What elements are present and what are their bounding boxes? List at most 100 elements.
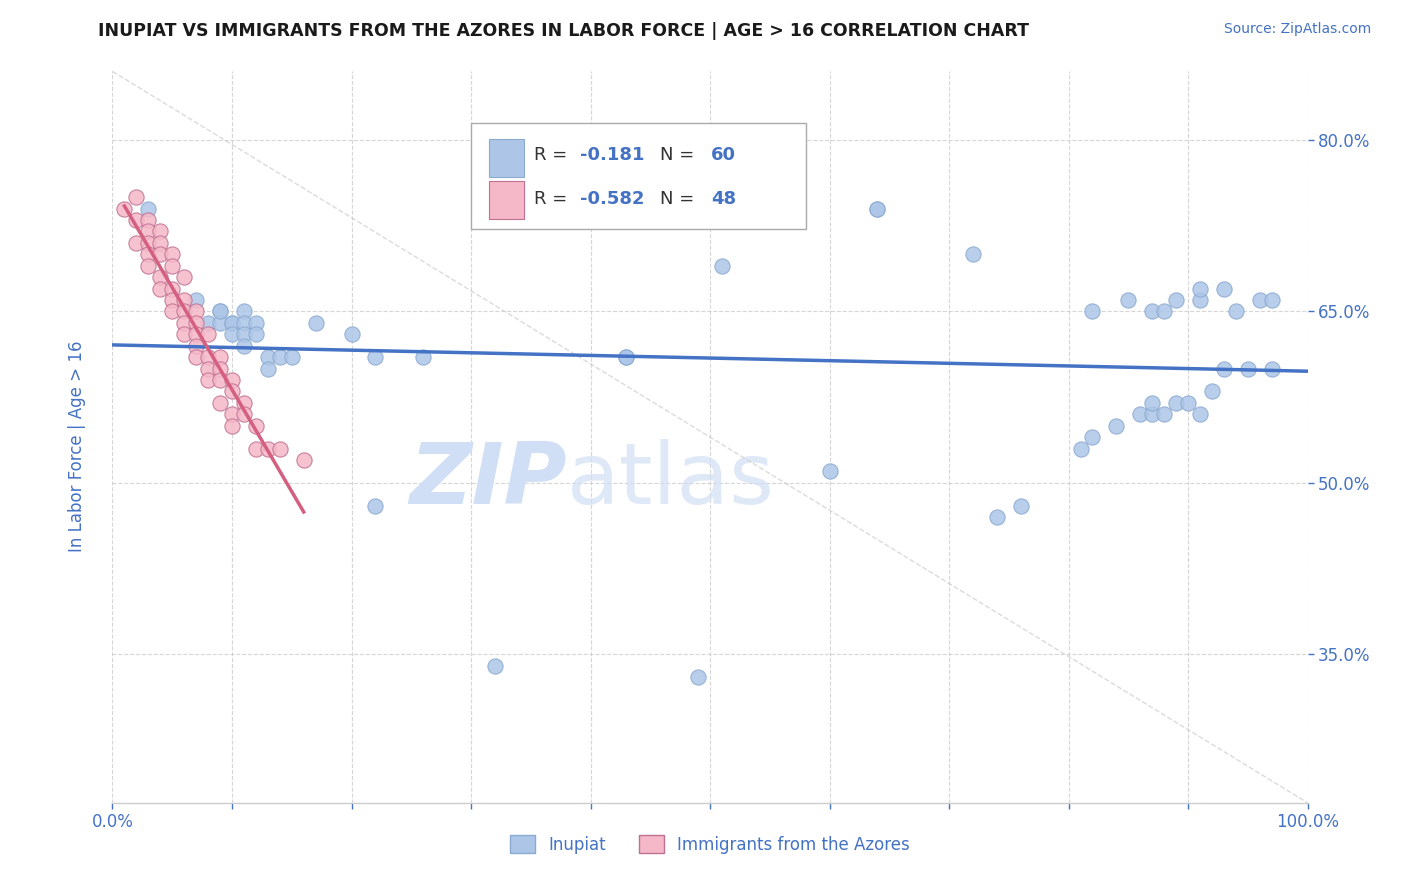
Point bbox=[186, 339, 208, 353]
Point bbox=[1237, 361, 1260, 376]
Point bbox=[257, 361, 280, 376]
Point bbox=[149, 270, 172, 285]
Point bbox=[197, 361, 219, 376]
Point bbox=[221, 418, 243, 433]
Text: N =: N = bbox=[659, 190, 700, 209]
Point bbox=[149, 224, 172, 238]
Point bbox=[1070, 442, 1092, 456]
Point bbox=[173, 327, 195, 342]
Point bbox=[233, 396, 256, 410]
Point bbox=[125, 213, 148, 227]
Point bbox=[221, 316, 243, 330]
Point bbox=[1261, 361, 1284, 376]
Point bbox=[125, 190, 148, 204]
Point bbox=[1081, 304, 1104, 318]
Point bbox=[1142, 304, 1164, 318]
Point bbox=[209, 373, 232, 387]
Point bbox=[114, 202, 135, 216]
Point bbox=[209, 304, 232, 318]
Point bbox=[186, 316, 208, 330]
Point bbox=[173, 293, 195, 307]
Text: ZIP: ZIP bbox=[409, 440, 567, 523]
Point bbox=[173, 304, 195, 318]
Point bbox=[1081, 430, 1104, 444]
Point bbox=[1261, 293, 1284, 307]
Text: Source: ZipAtlas.com: Source: ZipAtlas.com bbox=[1223, 22, 1371, 37]
Point bbox=[138, 202, 160, 216]
FancyBboxPatch shape bbox=[489, 181, 523, 219]
Point bbox=[340, 327, 363, 342]
Point bbox=[269, 442, 291, 456]
Point bbox=[1189, 293, 1212, 307]
Point bbox=[1177, 396, 1199, 410]
Point bbox=[1010, 499, 1032, 513]
Point bbox=[245, 327, 267, 342]
Point bbox=[1213, 361, 1236, 376]
Point bbox=[364, 499, 387, 513]
Point bbox=[245, 418, 267, 433]
Point bbox=[197, 316, 219, 330]
Text: -0.181: -0.181 bbox=[579, 146, 644, 164]
Point bbox=[233, 407, 256, 421]
Point bbox=[138, 213, 160, 227]
Text: atlas: atlas bbox=[567, 440, 775, 523]
Text: In Labor Force | Age > 16: In Labor Force | Age > 16 bbox=[69, 340, 86, 552]
Point bbox=[1153, 304, 1175, 318]
Legend: Inupiat, Immigrants from the Azores: Inupiat, Immigrants from the Azores bbox=[503, 829, 917, 860]
Point bbox=[305, 316, 328, 330]
Point bbox=[209, 304, 232, 318]
Point bbox=[138, 247, 160, 261]
Point bbox=[818, 464, 841, 478]
Point bbox=[1129, 407, 1152, 421]
Text: R =: R = bbox=[534, 190, 574, 209]
Point bbox=[149, 281, 172, 295]
Point bbox=[1153, 407, 1175, 421]
Point bbox=[221, 373, 243, 387]
Point bbox=[245, 442, 267, 456]
Text: N =: N = bbox=[659, 146, 700, 164]
Point bbox=[257, 442, 280, 456]
Point bbox=[233, 327, 256, 342]
Point bbox=[162, 281, 183, 295]
Point bbox=[209, 396, 232, 410]
Text: -0.582: -0.582 bbox=[579, 190, 644, 209]
Point bbox=[138, 224, 160, 238]
Point bbox=[257, 350, 280, 364]
Point bbox=[173, 316, 195, 330]
Point bbox=[1142, 396, 1164, 410]
Point bbox=[1118, 293, 1140, 307]
Point bbox=[1166, 396, 1188, 410]
Text: R =: R = bbox=[534, 146, 574, 164]
Point bbox=[616, 350, 638, 364]
Point bbox=[221, 384, 243, 399]
Point bbox=[986, 510, 1008, 524]
Point bbox=[162, 293, 183, 307]
Point bbox=[197, 373, 219, 387]
Point bbox=[616, 350, 638, 364]
Point bbox=[186, 304, 208, 318]
Point bbox=[197, 327, 219, 342]
Text: 48: 48 bbox=[711, 190, 737, 209]
Point bbox=[221, 316, 243, 330]
Point bbox=[245, 316, 267, 330]
Point bbox=[209, 361, 232, 376]
Point bbox=[1225, 304, 1247, 318]
Point bbox=[1213, 281, 1236, 295]
Point bbox=[688, 670, 710, 684]
Point bbox=[412, 350, 434, 364]
Point bbox=[1189, 281, 1212, 295]
Point bbox=[149, 247, 172, 261]
Point bbox=[711, 259, 734, 273]
Point bbox=[186, 350, 208, 364]
Point bbox=[233, 339, 256, 353]
Point bbox=[364, 350, 387, 364]
Point bbox=[138, 259, 160, 273]
Point bbox=[281, 350, 304, 364]
Point bbox=[233, 304, 256, 318]
FancyBboxPatch shape bbox=[489, 138, 523, 177]
Point bbox=[233, 316, 256, 330]
Point bbox=[866, 202, 889, 216]
Point bbox=[162, 247, 183, 261]
Point bbox=[162, 304, 183, 318]
Point bbox=[138, 235, 160, 250]
